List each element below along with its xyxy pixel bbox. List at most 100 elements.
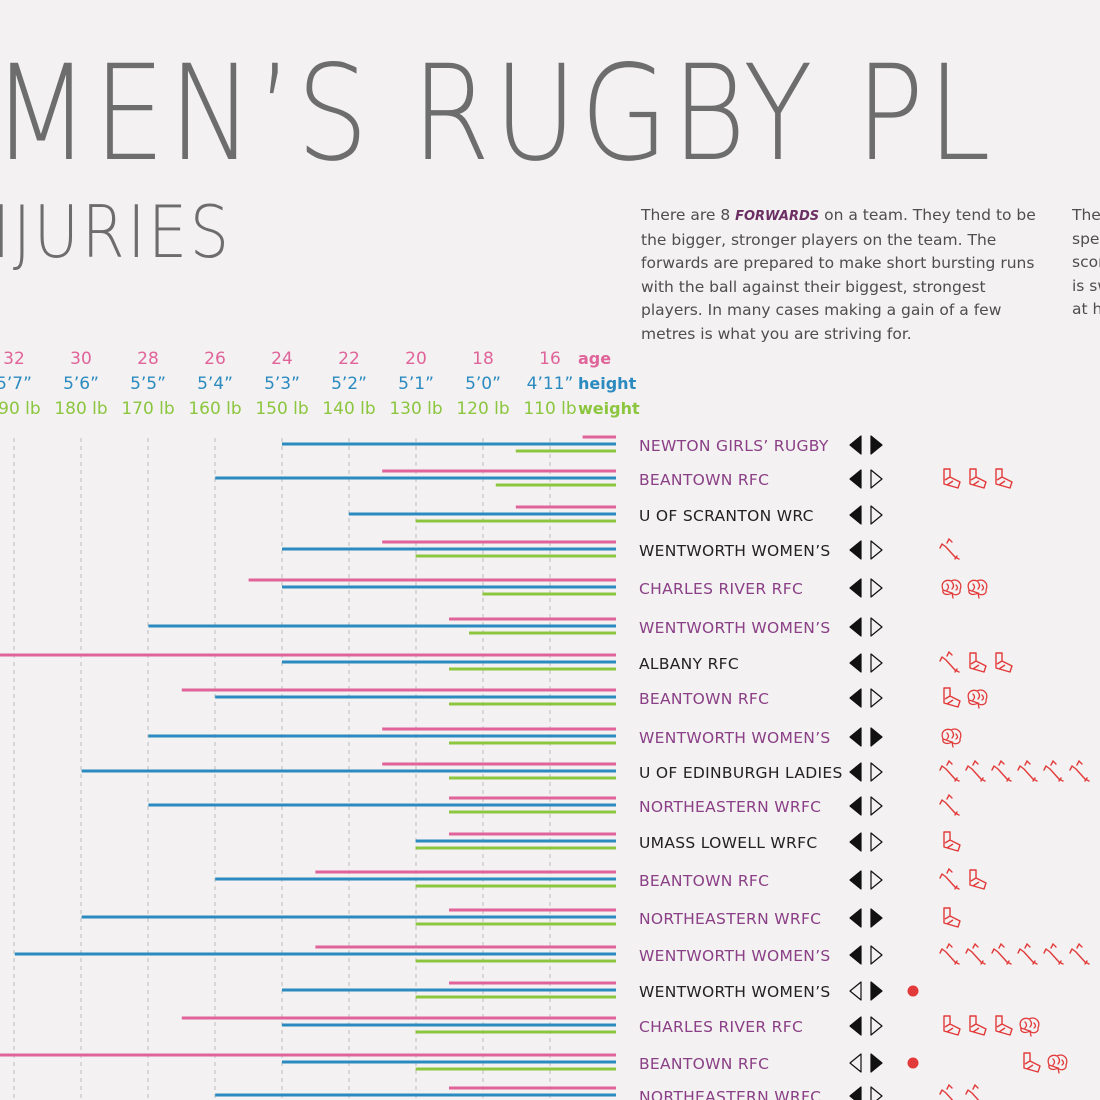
weight-axis-label: weight: [578, 399, 640, 418]
forwards-description: There are 8 FORWARDS on a team. They ten…: [641, 204, 1041, 346]
height-tick-label: 5’5”: [130, 374, 166, 394]
age-tick-label: 20: [405, 349, 427, 369]
ankle-brace-icon: [995, 1015, 1013, 1036]
backs-description-line: scori: [1072, 253, 1100, 271]
ankle-brace-icon: [943, 831, 961, 852]
left-arrow-icon: [849, 908, 862, 928]
broken-bone-icon: [939, 1083, 954, 1100]
broken-bone-icon: [991, 942, 1012, 965]
backs-description-cropped: There speed scori is sw at hi: [1072, 204, 1100, 322]
broken-bone-icon: [1017, 942, 1038, 965]
broken-bone-icon: [939, 867, 960, 890]
ankle-brace-icon: [943, 687, 961, 708]
ankle-brace-icon: [969, 468, 987, 489]
age-tick-label: 22: [338, 349, 360, 369]
right-arrow-icon: [870, 908, 883, 928]
age-tick-label: 16: [539, 349, 561, 369]
right-arrow-icon: [870, 469, 883, 489]
brain-injury-icon: [941, 728, 962, 748]
left-arrow-icon: [849, 870, 862, 890]
backs-description-line: speed: [1072, 229, 1100, 248]
right-arrow-icon: [870, 981, 883, 1001]
ankle-brace-icon: [943, 907, 961, 928]
team-label: NORTHEASTERN WRFC: [639, 910, 821, 928]
broken-bone-icon: [965, 759, 986, 782]
height-tick-label: 5’4”: [197, 374, 233, 394]
broken-bone-icon: [939, 650, 960, 673]
team-label: WENTWORTH WOMEN’S: [639, 947, 831, 965]
right-arrow-icon: [870, 1086, 883, 1100]
height-tick-label: 5’7”: [0, 374, 32, 394]
team-label: CHARLES RIVER RFC: [639, 580, 803, 598]
right-arrow-icon: [870, 617, 883, 637]
team-label: BEANTOWN RFC: [639, 471, 769, 489]
broken-bone-icon: [1069, 759, 1090, 782]
left-arrow-icon: [849, 1053, 862, 1073]
team-label: UMASS LOWELL WRFC: [639, 834, 817, 852]
left-arrow-icon: [849, 578, 862, 598]
position-marker-dot: [907, 1057, 919, 1069]
right-arrow-icon: [870, 1016, 883, 1036]
broken-bone-icon: [1043, 942, 1064, 965]
team-label: WENTWORTH WOMEN’S: [639, 542, 831, 560]
team-label: ALBANY RFC: [639, 655, 739, 673]
broken-bone-icon: [965, 942, 986, 965]
right-arrow-icon: [870, 653, 883, 673]
right-arrow-icon: [870, 796, 883, 816]
height-tick-label: 5’0”: [465, 374, 501, 394]
ankle-brace-icon: [969, 1015, 987, 1036]
right-arrow-icon: [870, 727, 883, 747]
left-arrow-icon: [849, 469, 862, 489]
team-label: NORTHEASTERN WRFC: [639, 798, 821, 816]
left-arrow-icon: [849, 727, 862, 747]
height-axis-label: height: [578, 374, 637, 393]
weight-tick-label: 160 lb: [188, 399, 241, 419]
left-arrow-icon: [849, 981, 862, 1001]
broken-bone-icon: [939, 537, 960, 560]
age-tick-label: 26: [204, 349, 226, 369]
right-arrow-icon: [870, 832, 883, 852]
broken-bone-icon: [939, 793, 960, 816]
team-label: BEANTOWN RFC: [639, 1055, 769, 1073]
team-label: WENTWORTH WOMEN’S: [639, 619, 831, 637]
left-arrow-icon: [849, 435, 862, 455]
height-tick-label: 5’6”: [63, 374, 99, 394]
weight-tick-label: 180 lb: [54, 399, 107, 419]
forwards-text-before: There are 8: [641, 206, 736, 224]
right-arrow-icon: [870, 578, 883, 598]
weight-tick-label: 150 lb: [255, 399, 308, 419]
team-label: WENTWORTH WOMEN’S: [639, 729, 831, 747]
team-label: NORTHEASTERN WRFC: [639, 1088, 821, 1100]
height-tick-label: 5’3”: [264, 374, 300, 394]
page-title: MEN’S RUGBY PL: [0, 37, 995, 191]
right-arrow-icon: [870, 435, 883, 455]
age-tick-label: 18: [472, 349, 494, 369]
height-tick-label: 4’11”: [527, 374, 574, 394]
right-arrow-icon: [870, 1053, 883, 1073]
position-marker-dot: [907, 985, 919, 997]
left-arrow-icon: [849, 832, 862, 852]
right-arrow-icon: [870, 505, 883, 525]
page-subtitle: IJURIES: [0, 190, 232, 274]
left-arrow-icon: [849, 1086, 862, 1100]
broken-bone-icon: [939, 942, 960, 965]
weight-tick-label: 140 lb: [322, 399, 375, 419]
team-label: NEWTON GIRLS’ RUGBY: [639, 437, 829, 455]
left-arrow-icon: [849, 796, 862, 816]
left-arrow-icon: [849, 688, 862, 708]
ankle-brace-icon: [969, 869, 987, 890]
left-arrow-icon: [849, 762, 862, 782]
left-arrow-icon: [849, 653, 862, 673]
left-arrow-icon: [849, 505, 862, 525]
broken-bone-icon: [965, 1083, 980, 1100]
team-label: BEANTOWN RFC: [639, 690, 769, 708]
left-arrow-icon: [849, 617, 862, 637]
weight-tick-label: 120 lb: [456, 399, 509, 419]
team-label: U OF EDINBURGH LADIES: [639, 764, 843, 782]
age-tick-label: 28: [137, 349, 159, 369]
age-tick-label: 24: [271, 349, 293, 369]
right-arrow-icon: [870, 870, 883, 890]
ankle-brace-icon: [943, 468, 961, 489]
broken-bone-icon: [1017, 759, 1038, 782]
